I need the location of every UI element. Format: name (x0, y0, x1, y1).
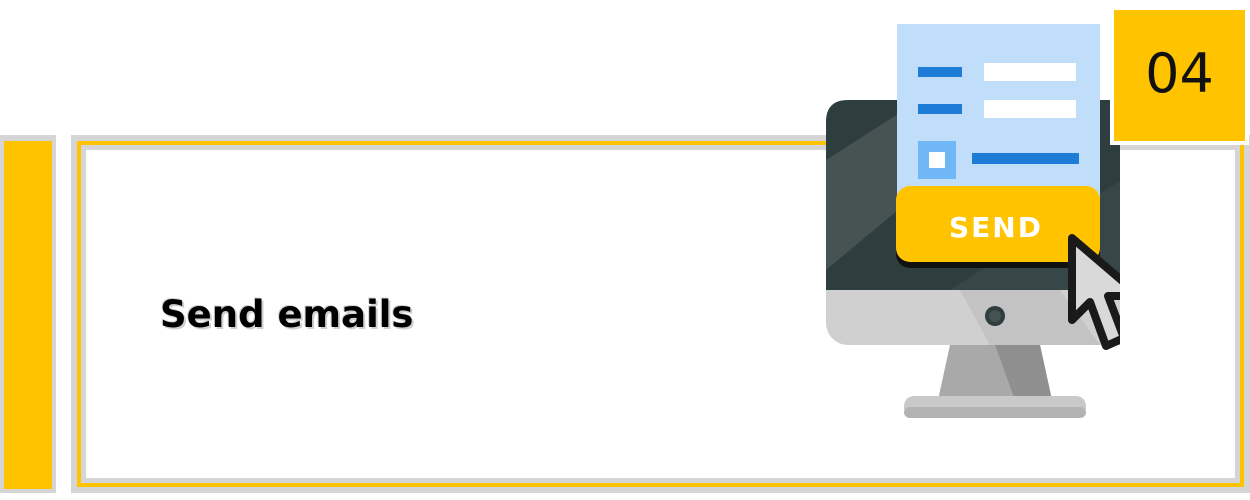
checkbox-icon (918, 141, 956, 179)
send-button-label: SEND (949, 211, 1043, 244)
send-email-illustration: SEND (826, 24, 1120, 418)
side-accent-bar (4, 141, 52, 489)
step-title: Send emails (160, 293, 414, 336)
cursor-arrow-icon (1068, 234, 1120, 350)
send-button[interactable]: SEND (896, 186, 1100, 268)
step-number-badge: 04 (1114, 10, 1245, 141)
step-number: 04 (1145, 42, 1214, 105)
